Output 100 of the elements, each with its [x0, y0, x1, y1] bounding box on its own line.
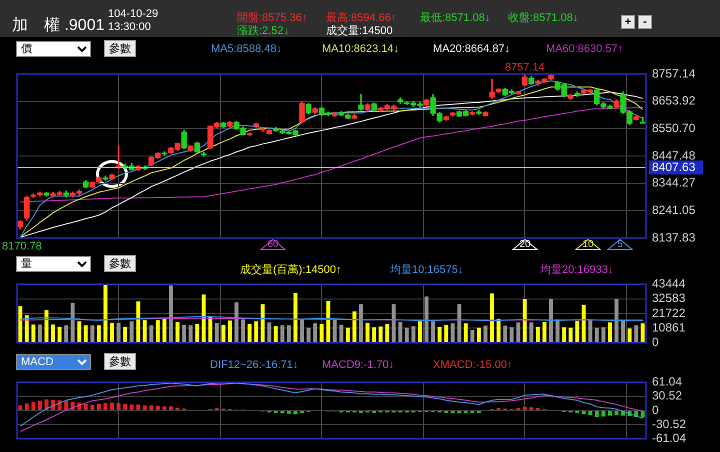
y-tick-label: 0 — [652, 402, 659, 417]
bar — [169, 285, 173, 342]
annotation: 8757.14 — [504, 62, 545, 74]
text: XMACD:-15.00↑ — [433, 359, 512, 372]
bar — [522, 298, 527, 342]
bar — [221, 324, 226, 342]
bar — [84, 404, 88, 410]
bar — [588, 411, 592, 416]
bar — [24, 315, 29, 342]
y-tick-label: 10861 — [652, 320, 686, 334]
bar — [529, 322, 534, 342]
bar — [476, 328, 481, 342]
y-tick-label: 8241.05 — [652, 202, 696, 217]
bar — [188, 325, 193, 342]
y-tick-label: 43444 — [652, 276, 686, 291]
y-tick-label: 8550.70 — [652, 120, 696, 135]
bar — [176, 322, 180, 342]
bar — [84, 325, 88, 342]
bar — [31, 324, 36, 342]
bar — [601, 411, 606, 417]
bar — [359, 304, 363, 342]
bar — [123, 326, 128, 342]
bar — [110, 402, 114, 410]
bar — [38, 400, 42, 410]
bar — [64, 325, 68, 342]
bar — [614, 411, 618, 416]
text: 價 — [16, 41, 91, 57]
bar — [274, 326, 278, 342]
y-tick-label: 8653.92 — [652, 94, 696, 108]
chart-title: 加 權 .9001 — [12, 16, 104, 36]
chart-subtitle: 104-10-29 13:30:00 — [108, 8, 158, 34]
bar — [24, 404, 29, 410]
bar — [352, 311, 356, 342]
bar — [116, 322, 121, 342]
bar — [31, 402, 36, 410]
bar — [156, 320, 160, 342]
bar — [182, 324, 186, 342]
bar — [136, 301, 140, 342]
text: MA60:8630.57↑ — [546, 43, 624, 56]
bar — [444, 324, 448, 342]
bar — [58, 326, 62, 342]
text: - — [638, 15, 652, 29]
y-tick-label: 8344.27 — [652, 176, 696, 190]
bar — [608, 322, 612, 342]
bar — [562, 327, 566, 342]
series-label: MACD9:-1.70↓ — [322, 359, 394, 372]
bar — [64, 400, 68, 410]
bar — [149, 405, 154, 410]
bar — [556, 319, 560, 342]
text: 參數 — [104, 40, 136, 57]
bar — [51, 324, 55, 342]
bar — [424, 296, 428, 342]
bar — [594, 411, 599, 417]
bar — [398, 322, 402, 342]
bar — [96, 404, 101, 410]
bar — [464, 323, 468, 342]
text: 開盤:8575.36↑ — [237, 12, 308, 25]
bar — [496, 318, 501, 342]
bar — [594, 328, 599, 342]
bar — [411, 326, 416, 342]
bar — [536, 326, 540, 342]
bar — [38, 324, 42, 342]
bar — [241, 319, 246, 342]
text: 參數 — [104, 255, 136, 272]
text: 成交量:14500 — [326, 25, 393, 38]
text: 參數 — [104, 353, 136, 370]
bar — [588, 320, 592, 342]
bar — [195, 324, 200, 342]
bar — [503, 326, 508, 342]
text: 均量10:16575↓ — [390, 264, 464, 277]
bar — [634, 325, 638, 342]
bar — [542, 322, 546, 342]
bar — [529, 407, 534, 410]
bar — [44, 310, 48, 342]
bar — [438, 326, 442, 342]
bar — [628, 328, 632, 342]
bar — [385, 324, 390, 342]
bar — [149, 325, 154, 342]
bar — [96, 325, 101, 342]
bar — [228, 320, 232, 342]
y-tick-label: 8137.83 — [652, 230, 696, 244]
text: MACD — [16, 354, 91, 370]
bar — [110, 322, 114, 342]
text: 最低:8571.08↓ — [420, 12, 490, 25]
text: 量 — [16, 256, 91, 272]
y-tick-label: -61.04 — [652, 431, 686, 446]
bar — [123, 404, 128, 410]
y-tick-label: 30.52 — [652, 388, 682, 403]
bar — [549, 298, 553, 342]
bar — [116, 403, 121, 410]
bar — [522, 406, 527, 410]
text: 漲跌:2.52↓ — [237, 25, 289, 38]
bar — [103, 284, 108, 342]
bar — [404, 328, 409, 342]
bar — [214, 322, 219, 342]
bar — [280, 325, 284, 342]
text: MA5:8588.48↓ — [211, 43, 282, 56]
bar — [248, 324, 252, 342]
bar — [306, 328, 311, 342]
bar — [378, 326, 383, 342]
